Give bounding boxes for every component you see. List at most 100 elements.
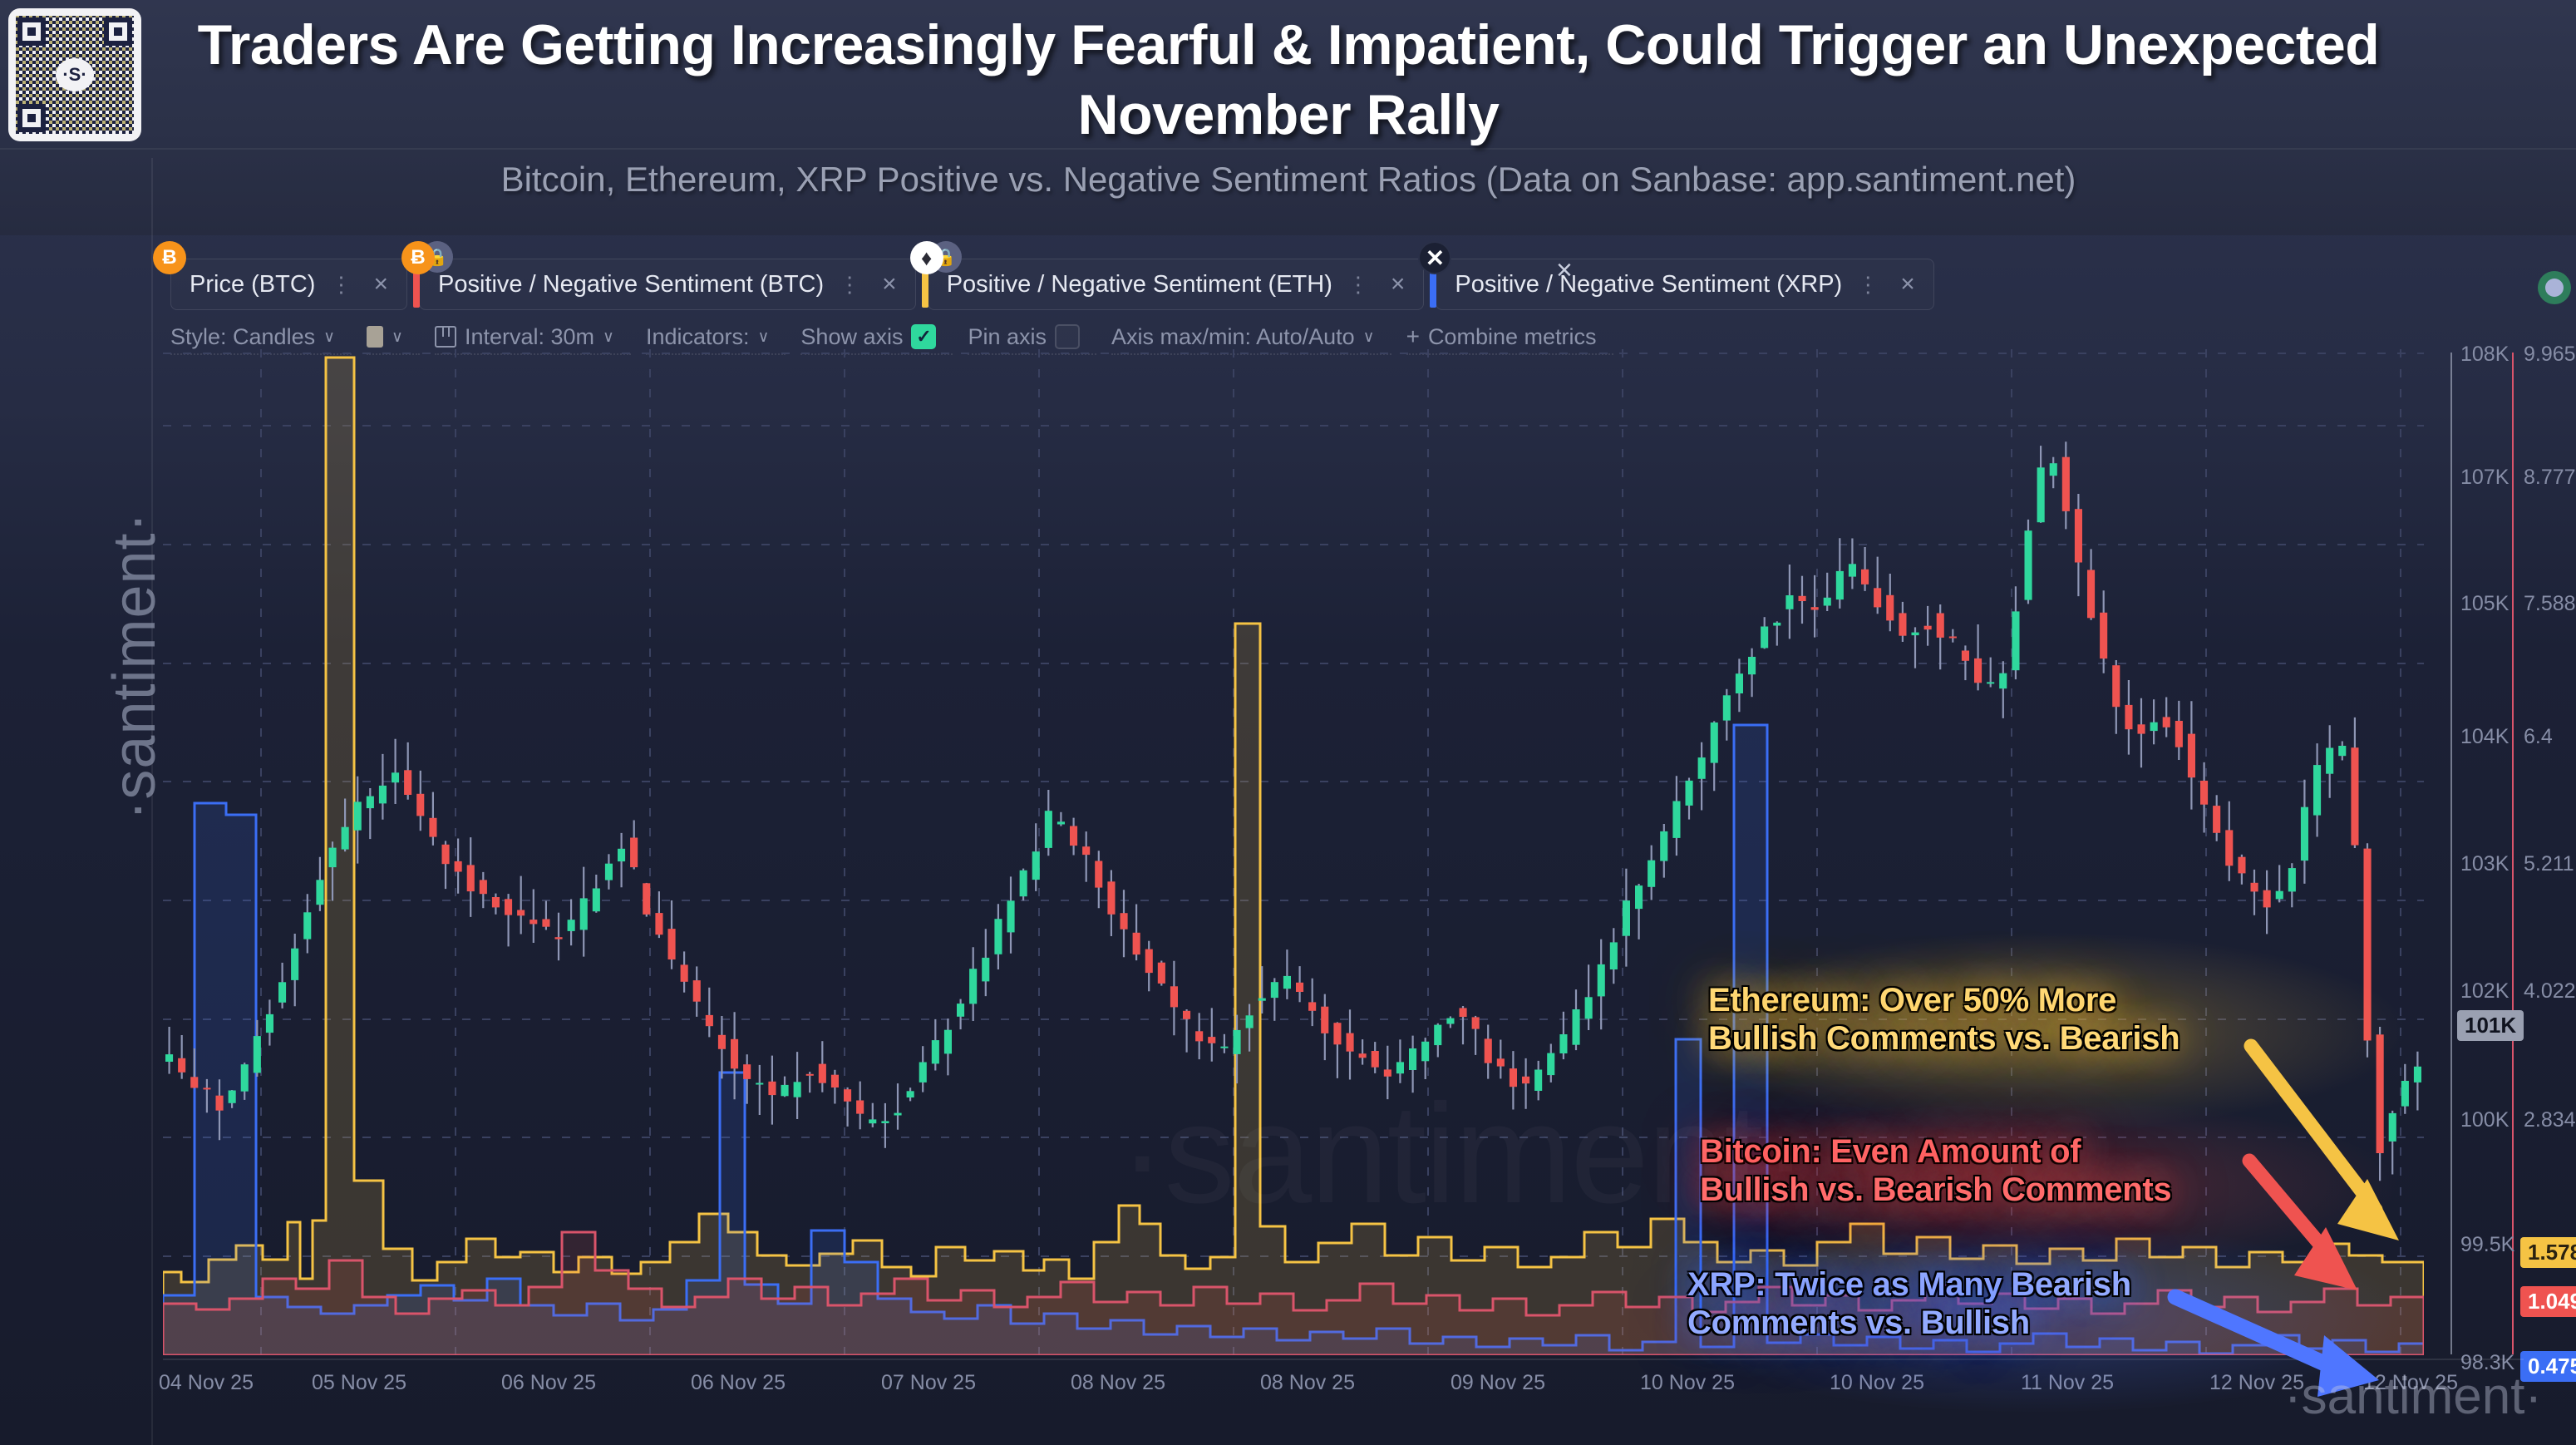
- color-swatch-select[interactable]: ∨: [367, 320, 420, 355]
- xrp-sentiment-path: [163, 723, 2424, 1355]
- eth-current-badge: 1.578: [2520, 1237, 2576, 1268]
- chevron-down-icon: ∨: [392, 328, 403, 346]
- checkbox-empty-icon: [1055, 324, 1081, 349]
- btc-current-badge: 1.049: [2520, 1286, 2576, 1317]
- x-tick-label: 05 Nov 25: [312, 1371, 406, 1394]
- show-axis-toggle[interactable]: Show axis ✓: [800, 320, 953, 355]
- sentiment-tick: 4.022: [2524, 979, 2576, 1003]
- metric-tab-close-icon[interactable]: ×: [1390, 270, 1406, 298]
- plus-icon: +: [1406, 323, 1420, 349]
- series-color-swatch-btc: [412, 263, 420, 308]
- chevron-down-icon: ∨: [603, 328, 614, 346]
- price-tick: 107K: [2460, 466, 2510, 489]
- price-tick: 104K: [2460, 725, 2510, 748]
- combine-metrics-label: Combine metrics: [1427, 323, 1597, 349]
- x-tick-label: 04 Nov 25: [159, 1371, 254, 1394]
- metric-tab-menu-icon[interactable]: ⋮: [1347, 271, 1369, 297]
- metric-tab-close-icon[interactable]: ×: [373, 270, 388, 298]
- series-color-swatch-xrp: [1430, 263, 1437, 308]
- annotation-ethereum-line-1: Ethereum: Over 50% More: [1708, 982, 2117, 1018]
- sentiment-axis-line: [2512, 353, 2514, 1354]
- btc-sentiment-path: [163, 1230, 2424, 1355]
- interval-icon: [434, 326, 456, 348]
- page-subtitle: Bitcoin, Ethereum, XRP Positive vs. Nega…: [500, 160, 2076, 199]
- candles-group: [165, 441, 2421, 1181]
- metric-tab-sentiment-eth[interactable]: ♦ 🔒 Positive / Negative Sentiment (ETH) …: [909, 241, 1425, 310]
- chart-canvas: [163, 349, 2424, 1355]
- axis-range-select[interactable]: Axis max/min: Auto/Auto ∨: [1111, 320, 1391, 355]
- annotation-xrp-line-2: Comments vs. Bullish: [1687, 1304, 2030, 1342]
- chevron-down-icon: ∨: [1362, 328, 1375, 346]
- btc-icon: Ƀ: [401, 241, 435, 274]
- avatar-dot: [2545, 279, 2564, 297]
- qr-finder-top-left: [17, 17, 46, 46]
- x-tick-label: 10 Nov 25: [1640, 1371, 1735, 1394]
- x-tick-label: 08 Nov 25: [1260, 1371, 1355, 1394]
- btc-icon: Ƀ: [153, 241, 186, 274]
- header: ·S· Traders Are Getting Increasingly Fea…: [0, 0, 2576, 235]
- indicators-select-label: Indicators:: [645, 323, 750, 349]
- sentiment-tick: 5.211: [2524, 852, 2574, 875]
- annotation-ethereum-line-2: Bullish Comments vs. Bearish: [1708, 1020, 2180, 1058]
- eth-icon: ♦: [909, 241, 943, 274]
- xrp-current-badge: 0.475: [2520, 1351, 2576, 1382]
- xrp-icon: ✕: [1418, 241, 1452, 274]
- metric-tab-close-icon[interactable]: ×: [1900, 270, 1915, 298]
- metric-tab-sentiment-btc[interactable]: Ƀ 🔒 Positive / Negative Sentiment (BTC) …: [401, 241, 916, 310]
- chevron-down-icon: ∨: [757, 328, 770, 346]
- price-tick: 108K: [2460, 343, 2510, 366]
- series-sentiment-btc: [163, 1230, 2424, 1355]
- check-icon: ✓: [911, 324, 937, 349]
- metric-tab-menu-icon[interactable]: ⋮: [1857, 271, 1879, 297]
- annotation-xrp-line-1: XRP: Twice as Many Bearish: [1687, 1266, 2131, 1303]
- series-color-swatch-eth: [921, 263, 928, 308]
- watermark-left: ·santiment·: [101, 511, 168, 821]
- annotation-xrp: XRP: Twice as Many Bearish Comments vs. …: [1687, 1265, 2131, 1343]
- price-axis-line: [2450, 353, 2452, 1354]
- metric-tab-label: Positive / Negative Sentiment (BTC): [437, 270, 825, 298]
- metric-tab-price-btc[interactable]: Ƀ Price (BTC) ⋮ ×: [153, 241, 407, 310]
- metric-tab-label: Price (BTC): [190, 270, 316, 298]
- metric-tab-label: Positive / Negative Sentiment (ETH): [946, 270, 1332, 298]
- grid-lines: [163, 349, 2424, 1355]
- x-tick-label: 08 Nov 25: [1071, 1371, 1165, 1394]
- combine-metrics-button[interactable]: + Combine metrics: [1406, 320, 1613, 355]
- price-tick: 103K: [2460, 852, 2510, 875]
- annotation-bitcoin-line-2: Bullish vs. Bearish Comments: [1700, 1171, 2172, 1209]
- pin-axis-toggle[interactable]: Pin axis: [968, 320, 1097, 355]
- qr-code-pattern: ·S·: [16, 16, 134, 134]
- avatar[interactable]: [2538, 271, 2571, 304]
- series-sentiment-eth: [163, 356, 2424, 1355]
- close-all-icon[interactable]: ×: [1556, 254, 1573, 286]
- interval-select[interactable]: Interval: 30m ∨: [434, 320, 631, 355]
- page-title: Traders Are Getting Increasingly Fearful…: [150, 10, 2427, 150]
- annotation-ethereum: Ethereum: Over 50% More Bullish Comments…: [1708, 981, 2180, 1058]
- metric-tab-sentiment-xrp[interactable]: ✕ Positive / Negative Sentiment (XRP) ⋮ …: [1418, 241, 1934, 310]
- page-title-line-1: Traders Are Getting Increasingly Fearful…: [197, 13, 1591, 76]
- x-axis-line: [163, 1359, 2524, 1360]
- qr-finder-bottom-left: [17, 104, 46, 132]
- left-divider: [151, 158, 153, 1445]
- x-tick-label: 06 Nov 25: [501, 1371, 596, 1394]
- price-tick: 105K: [2460, 592, 2510, 615]
- qr-finder-top-right: [104, 17, 132, 46]
- axis-range-label: Axis max/min: Auto/Auto: [1111, 323, 1355, 349]
- series-sentiment-xrp: [163, 723, 2424, 1355]
- chart-controls: Style: Candles ∨ ∨ Interval: 30m ∨ Indic…: [170, 320, 1628, 355]
- metric-tabs: Ƀ Price (BTC) ⋮ × Ƀ 🔒 Positive / Negativ…: [153, 241, 1946, 310]
- x-tick-label: 10 Nov 25: [1830, 1371, 1924, 1394]
- indicators-select[interactable]: Indicators: ∨: [645, 320, 786, 355]
- annotation-bitcoin-line-1: Bitcoin: Even Amount of: [1700, 1133, 2081, 1170]
- x-tick-label: 12 Nov 25: [2363, 1371, 2458, 1394]
- metric-tab-close-icon[interactable]: ×: [882, 270, 897, 298]
- x-tick-label: 07 Nov 25: [881, 1371, 976, 1394]
- metric-tab-menu-icon[interactable]: ⋮: [839, 271, 861, 297]
- annotation-bitcoin: Bitcoin: Even Amount of Bullish vs. Bear…: [1700, 1132, 2172, 1210]
- metric-tab-menu-icon[interactable]: ⋮: [330, 271, 352, 297]
- sentiment-tick: 9.965: [2524, 343, 2576, 366]
- chart-plot-area[interactable]: ·santiment·: [163, 349, 2424, 1355]
- qr-logo: ·S·: [56, 58, 94, 91]
- price-current-badge: 101K: [2457, 1010, 2524, 1041]
- style-select-label: Style: Candles: [170, 323, 316, 349]
- sentiment-tick: 2.834: [2524, 1108, 2576, 1132]
